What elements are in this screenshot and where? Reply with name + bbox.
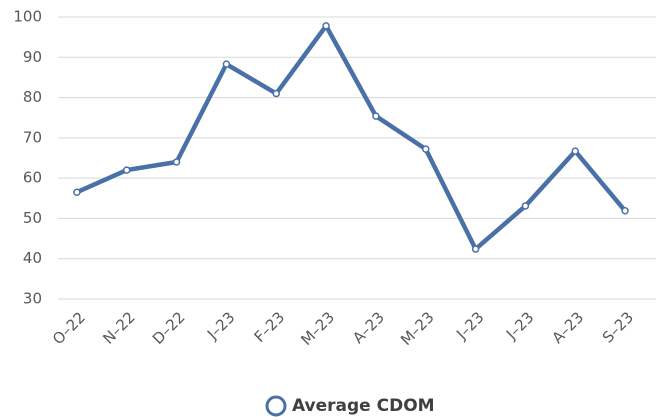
x-tick-label: J–23 [452, 308, 487, 343]
y-tick-label: 40 [23, 249, 42, 267]
marker [521, 202, 530, 210]
marker [471, 245, 480, 253]
x-tick-label: S–23 [599, 308, 637, 346]
x-tick-label: F–23 [251, 308, 289, 346]
x-tick-label: J–23 [502, 308, 537, 343]
x-tick-label: D–22 [149, 308, 189, 348]
x-tick-label: N–22 [99, 308, 138, 347]
marker [422, 145, 430, 153]
x-tick-label: O–22 [49, 308, 89, 348]
marker [222, 60, 231, 68]
y-tick-label: 90 [23, 48, 42, 66]
marker [322, 22, 330, 30]
y-tick-label: 80 [23, 88, 42, 106]
x-tick-label: A–23 [349, 308, 388, 347]
line [76, 23, 627, 252]
x-tick-label: M–23 [297, 308, 338, 349]
x-tick-label: M–23 [397, 308, 438, 349]
marker [621, 207, 629, 215]
y-tick-label: 100 [13, 8, 42, 26]
y-tick-label: 60 [23, 169, 42, 187]
y-tick-label: 50 [23, 209, 42, 227]
marker [571, 147, 579, 155]
marker [272, 89, 280, 98]
y-tick-label: 30 [23, 290, 42, 308]
x-tick-label: J–23 [203, 308, 238, 343]
x-tick-label: A–23 [548, 308, 587, 347]
legend-marker [265, 395, 287, 417]
marker [172, 158, 181, 166]
marker [123, 166, 131, 174]
marker [372, 112, 380, 120]
y-tick-label: 70 [23, 128, 42, 146]
marker [73, 188, 81, 196]
legend-label: Average CDOM [292, 396, 435, 416]
